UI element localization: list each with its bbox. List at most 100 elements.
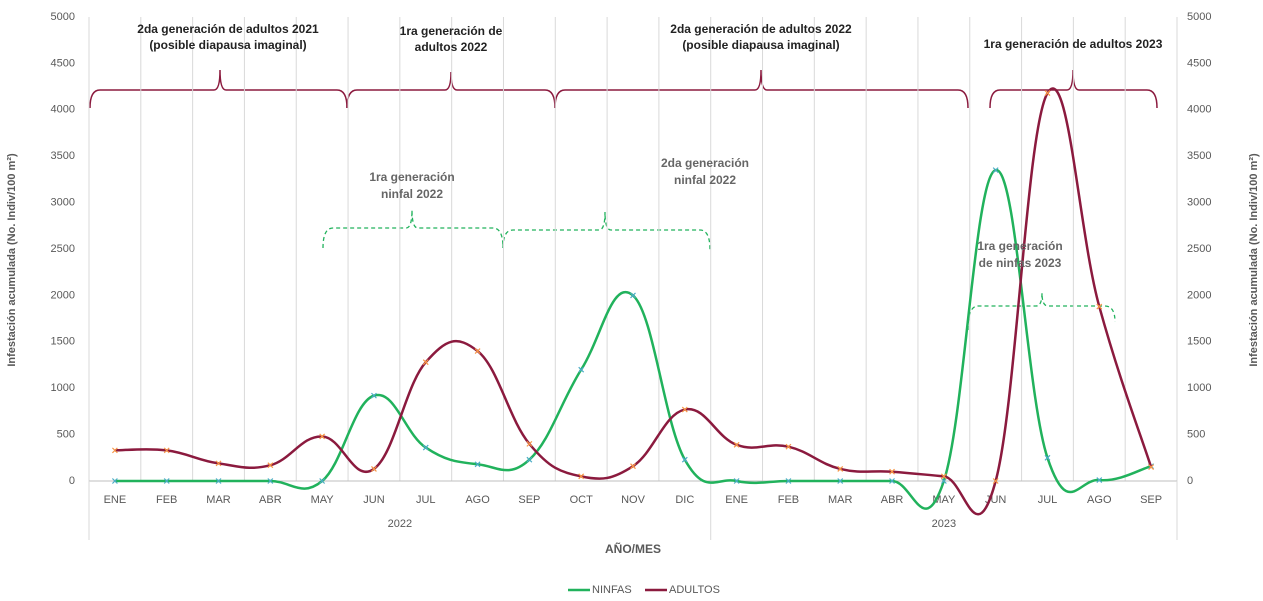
point-marker bbox=[111, 478, 118, 484]
point-marker bbox=[319, 478, 326, 484]
point-marker bbox=[526, 440, 533, 447]
y-axis-title: Infestación acumulada (No. Indiv/100 m²) bbox=[6, 153, 18, 367]
point-marker bbox=[681, 406, 688, 413]
brace bbox=[502, 211, 711, 251]
point-marker bbox=[319, 433, 326, 440]
point-marker bbox=[371, 466, 377, 472]
x-tick-label: ENE bbox=[725, 494, 748, 506]
point-marker bbox=[1044, 90, 1051, 97]
x-tick-label: SEP bbox=[518, 494, 540, 506]
group-label: 2023 bbox=[932, 518, 956, 530]
annotation: 2da generación de adultos 2021 bbox=[137, 22, 319, 36]
x-tick-label: AGO bbox=[465, 494, 490, 506]
y-tick-label: 0 bbox=[69, 475, 75, 487]
y2-tick-label: 1500 bbox=[1187, 336, 1211, 348]
x-tick-label: AGO bbox=[1087, 494, 1112, 506]
y-tick-label: 3000 bbox=[51, 197, 75, 209]
point-marker bbox=[526, 456, 533, 463]
point-marker bbox=[1148, 464, 1155, 471]
point-marker bbox=[837, 466, 844, 472]
x-tick-label: JUL bbox=[1038, 494, 1058, 506]
point-marker bbox=[681, 456, 688, 463]
legend-label: ADULTOS bbox=[669, 584, 720, 596]
x-tick-label: FEB bbox=[156, 494, 177, 506]
brace bbox=[89, 69, 348, 109]
point-marker bbox=[267, 478, 274, 484]
annotation: 1ra generación de adultos 2023 bbox=[984, 37, 1163, 51]
y2-tick-label: 3000 bbox=[1187, 197, 1211, 209]
point-marker bbox=[111, 447, 118, 454]
annotation: ninfal 2022 bbox=[674, 173, 736, 187]
group-label: 2022 bbox=[388, 518, 412, 530]
y2-tick-label: 1000 bbox=[1187, 382, 1211, 394]
y-tick-label: 1500 bbox=[51, 336, 75, 348]
x-tick-label: FEB bbox=[778, 494, 799, 506]
point-marker bbox=[1044, 454, 1051, 461]
y2-tick-label: 2000 bbox=[1187, 289, 1211, 301]
brace bbox=[322, 209, 504, 249]
annotation: 2da generación de adultos 2022 bbox=[670, 22, 852, 36]
point-marker bbox=[992, 478, 999, 484]
y2-tick-label: 4000 bbox=[1187, 104, 1211, 116]
y-tick-label: 1000 bbox=[51, 382, 75, 394]
point-marker bbox=[630, 463, 636, 470]
series-line bbox=[114, 168, 1152, 510]
point-marker bbox=[578, 366, 585, 373]
point-marker bbox=[733, 441, 740, 448]
point-marker bbox=[422, 359, 429, 366]
x-tick-label: MAY bbox=[311, 494, 335, 506]
x-tick-label: MAR bbox=[828, 494, 853, 506]
x-axis-title: AÑO/MES bbox=[605, 541, 661, 556]
x-tick-label: ABR bbox=[259, 494, 282, 506]
x-tick-label: SEP bbox=[1140, 494, 1162, 506]
y2-tick-label: 500 bbox=[1187, 429, 1205, 441]
legend-label: NINFAS bbox=[592, 584, 632, 596]
nymph-braces bbox=[322, 209, 1116, 331]
adult-braces bbox=[89, 69, 1158, 109]
y-tick-label: 500 bbox=[57, 429, 75, 441]
x-tick-label: ENE bbox=[104, 494, 127, 506]
point-marker bbox=[940, 473, 947, 480]
x-tick-label: ABR bbox=[881, 494, 904, 506]
y2-tick-label: 2500 bbox=[1187, 243, 1211, 255]
point-marker bbox=[578, 473, 585, 480]
series-line bbox=[114, 87, 1153, 516]
point-marker bbox=[1096, 303, 1103, 310]
point-marker bbox=[215, 460, 222, 467]
point-marker bbox=[630, 292, 636, 299]
point-marker bbox=[474, 461, 481, 468]
point-marker bbox=[163, 447, 170, 454]
x-tick-label: JUL bbox=[416, 494, 436, 506]
point-marker bbox=[267, 462, 274, 469]
x-tick-label: OCT bbox=[570, 494, 594, 506]
point-marker bbox=[163, 478, 170, 484]
point-marker bbox=[371, 392, 377, 399]
y2-tick-label: 3500 bbox=[1187, 150, 1211, 162]
point-marker bbox=[992, 167, 999, 174]
brace bbox=[346, 71, 556, 109]
point-marker bbox=[733, 478, 740, 484]
annotation: de ninfas 2023 bbox=[979, 256, 1062, 270]
annotation: adultos 2022 bbox=[415, 40, 488, 54]
annotation: 1ra generación bbox=[977, 239, 1062, 253]
y-tick-label: 3500 bbox=[51, 150, 75, 162]
annotation: 1ra generación de bbox=[400, 24, 503, 38]
annotation: (posible diapausa imaginal) bbox=[149, 38, 306, 52]
point-marker bbox=[837, 478, 844, 484]
point-marker bbox=[889, 478, 895, 484]
x-tick-label: DIC bbox=[675, 494, 694, 506]
x-tick-label: JUN bbox=[363, 494, 384, 506]
brace bbox=[554, 69, 969, 109]
annotation: (posible diapausa imaginal) bbox=[682, 38, 839, 52]
point-marker bbox=[785, 443, 792, 450]
y-tick-label: 2500 bbox=[51, 243, 75, 255]
brace bbox=[967, 292, 1116, 331]
y-tick-label: 2000 bbox=[51, 289, 75, 301]
x-tick-label: NOV bbox=[621, 494, 646, 506]
annotation: ninfal 2022 bbox=[381, 187, 443, 201]
y-tick-label: 4500 bbox=[51, 57, 75, 69]
point-marker bbox=[474, 348, 481, 355]
y2-axis-title: Infestación acumulada (No. Indiv/100 m²) bbox=[1248, 153, 1260, 367]
point-marker bbox=[940, 478, 947, 484]
